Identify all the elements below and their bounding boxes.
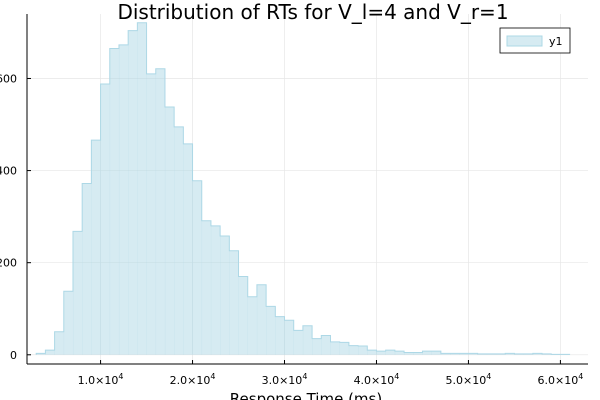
histogram-bar (302, 325, 313, 355)
x-tick-label: 3.0×104 (262, 372, 308, 387)
histogram-bar (293, 330, 304, 355)
y-tick-label: 200 (0, 257, 17, 270)
histogram-bar (238, 276, 249, 355)
histogram-bar (330, 341, 340, 355)
histogram-bar (220, 235, 230, 355)
histogram-bar (284, 320, 295, 355)
y-tick-label: 600 (0, 72, 17, 85)
histogram-bar (413, 352, 423, 355)
histogram-bar (164, 107, 175, 355)
histogram-bar (385, 350, 396, 355)
histogram-bar (440, 353, 451, 355)
chart-title: Distribution of RTs for V_l=4 and V_r=1 (117, 0, 508, 24)
x-ticks: 1.0×104 2.0×104 3.0×104 4.0×104 5.0×104 6.0×1… (78, 360, 584, 387)
histogram-bar (505, 353, 515, 355)
histogram-bar (54, 331, 65, 355)
histogram-bar (100, 84, 111, 355)
y-tick-label: 400 (0, 165, 17, 178)
histogram-bar (256, 284, 267, 355)
x-tick-label: 2.0×104 (170, 372, 216, 387)
legend-swatch (506, 35, 543, 47)
histogram-bar (358, 346, 368, 355)
histogram-bar (266, 306, 276, 355)
histogram-bar (137, 22, 147, 355)
histogram-bar (321, 335, 331, 355)
histogram-bar (431, 351, 442, 355)
legend-entry-label: y1 (549, 35, 563, 48)
x-tick-label: 4.0×104 (354, 372, 400, 387)
histogram-bars (36, 22, 570, 355)
histogram-bar (210, 225, 221, 355)
histogram-bar (275, 316, 285, 355)
histogram-bar (450, 353, 460, 355)
histogram-bar (422, 351, 432, 355)
histogram-bar (201, 220, 212, 355)
histogram-bar (247, 296, 258, 355)
x-tick-label: 1.0×104 (78, 372, 124, 387)
histogram-bar (63, 291, 74, 355)
histogram-bar (155, 68, 166, 355)
histogram-bar (82, 183, 92, 355)
histogram-bar (459, 353, 469, 355)
y-tick-label: 0 (10, 349, 17, 362)
histogram-bar (404, 352, 414, 355)
x-tick-label: 5.0×104 (446, 372, 492, 387)
histogram-bar (376, 351, 386, 355)
histogram-bar (174, 126, 184, 355)
histogram-bar (367, 350, 377, 355)
histogram-bar (118, 44, 129, 355)
histogram-bar (91, 140, 101, 355)
histogram-bar (468, 353, 478, 355)
y-ticks: 0 200 400 600 (0, 72, 31, 362)
histogram-bar (312, 338, 322, 355)
histogram-bar (339, 342, 350, 355)
histogram-bar (36, 353, 46, 355)
x-tick-label: 6.0×104 (538, 372, 584, 387)
histogram-bar (128, 30, 138, 355)
histogram-bar (146, 73, 157, 355)
histogram-bar (192, 180, 203, 355)
histogram-bar (183, 143, 193, 355)
histogram-bar (229, 250, 239, 355)
histogram-bar (45, 350, 55, 355)
x-axis-label: Response Time (ms) (230, 390, 382, 400)
histogram-bar (394, 351, 405, 355)
histogram-outline (35, 22, 571, 355)
histogram-bar (72, 231, 83, 355)
histogram-bar (109, 48, 120, 355)
legend: y1 (499, 27, 571, 54)
histogram-bar (348, 345, 359, 355)
histogram-bar (532, 353, 543, 355)
